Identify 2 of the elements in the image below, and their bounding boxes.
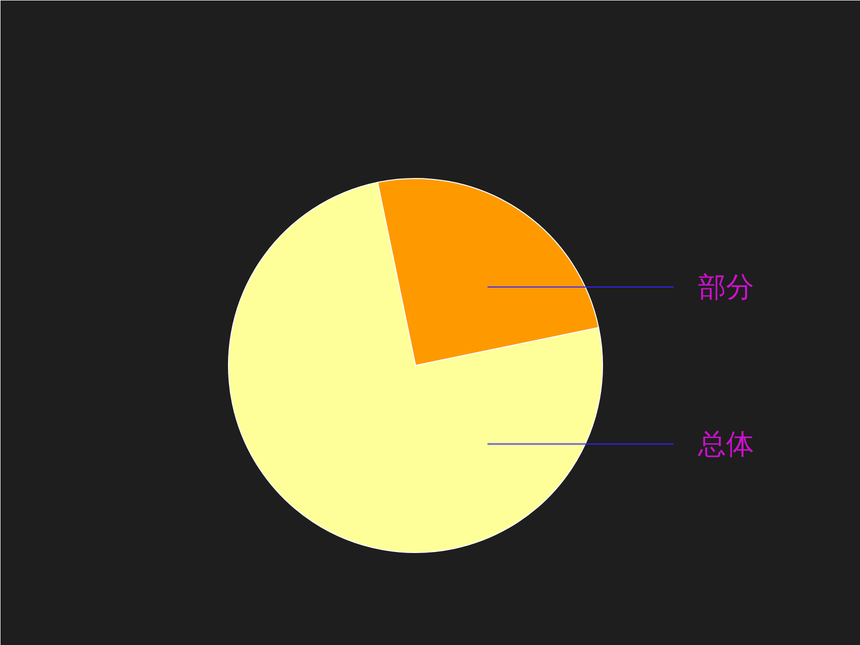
slice-label: 总体 <box>696 428 754 461</box>
slice-label: 部分 <box>698 270 754 304</box>
